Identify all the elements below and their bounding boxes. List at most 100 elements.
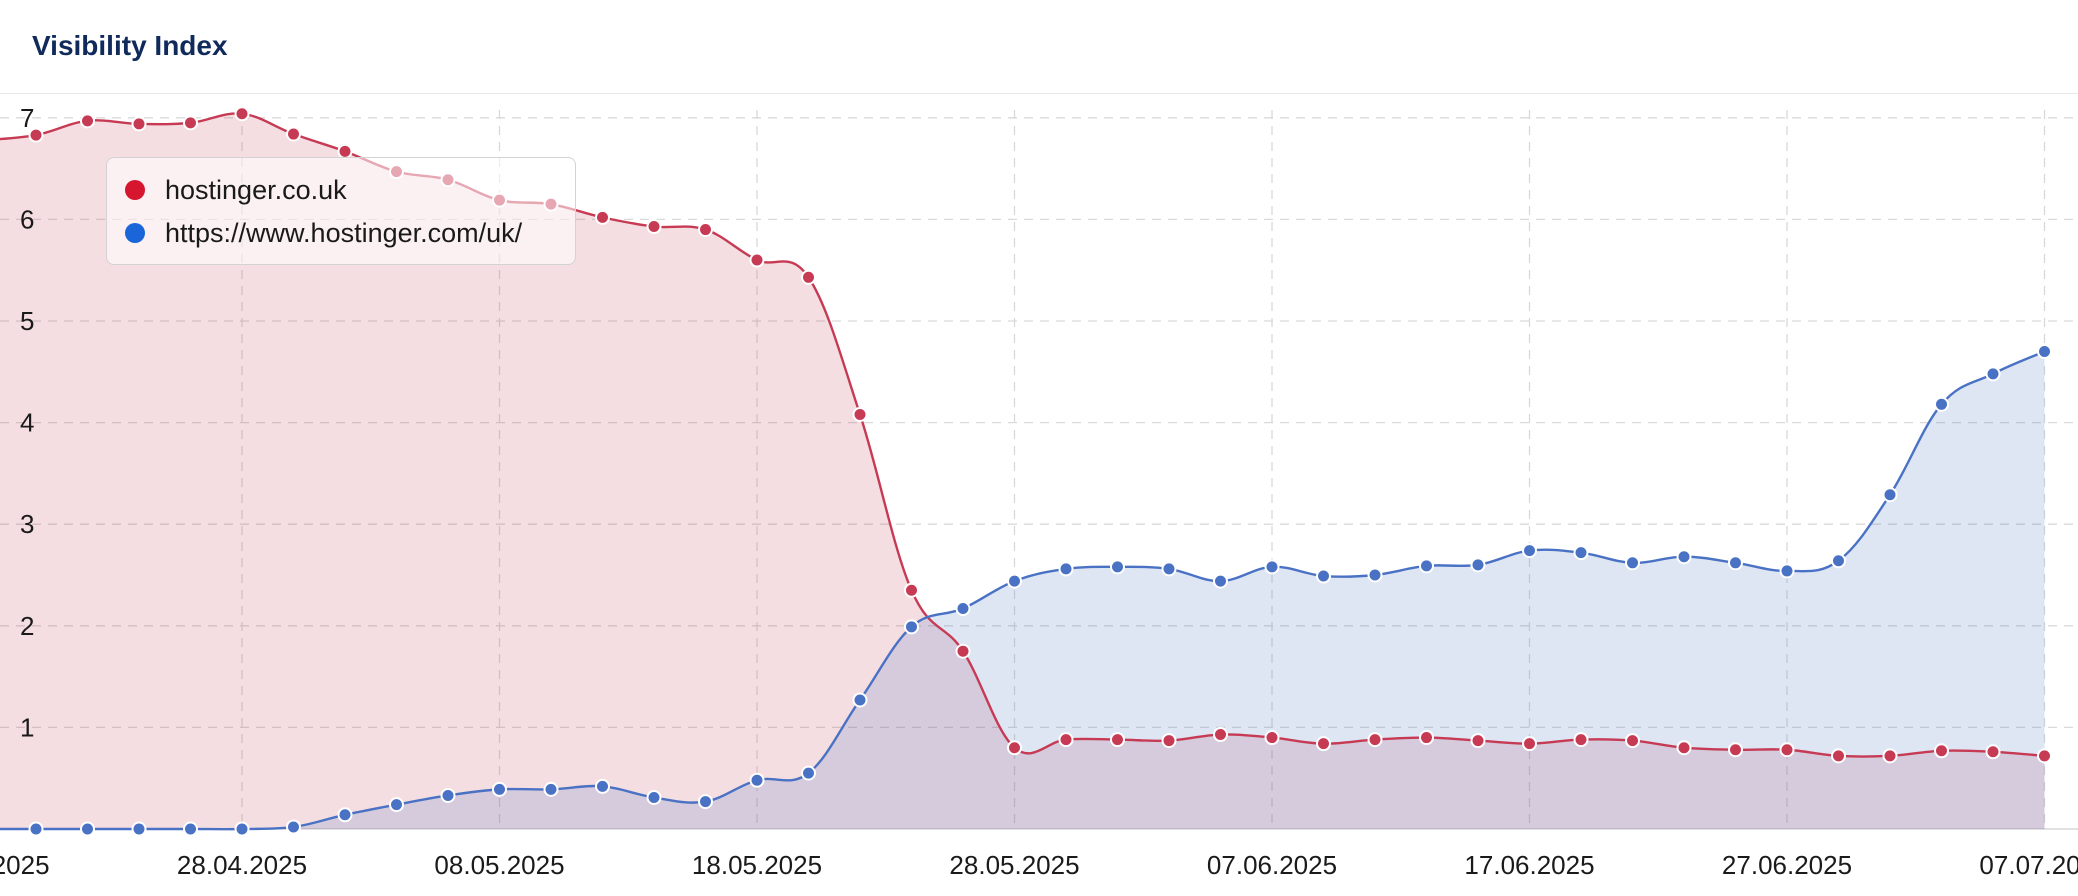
data-point-hostinger-co-uk[interactable]	[1161, 733, 1177, 749]
data-point-hostinger-com-uk[interactable]	[1934, 396, 1949, 412]
series-area-hostinger-com-uk	[0, 351, 2045, 830]
data-point-hostinger-com-uk[interactable]	[389, 797, 404, 813]
data-point-hostinger-com-uk[interactable]	[749, 772, 765, 788]
chart-title: Visibility Index	[32, 30, 228, 61]
data-point-hostinger-co-uk[interactable]	[904, 582, 919, 598]
legend-item-series-2[interactable]: https://www.hostinger.com/uk/	[125, 216, 522, 250]
data-point-hostinger-com-uk[interactable]	[183, 821, 198, 837]
data-point-hostinger-com-uk[interactable]	[595, 778, 610, 794]
data-point-hostinger-co-uk[interactable]	[80, 113, 95, 129]
data-point-hostinger-co-uk[interactable]	[698, 222, 713, 238]
data-point-hostinger-com-uk[interactable]	[955, 601, 971, 617]
data-point-hostinger-com-uk[interactable]	[1367, 567, 1383, 583]
data-point-hostinger-com-uk[interactable]	[1419, 558, 1434, 574]
data-point-hostinger-com-uk[interactable]	[801, 765, 816, 781]
data-point-hostinger-com-uk[interactable]	[1882, 487, 1898, 503]
data-point-hostinger-com-uk[interactable]	[492, 781, 507, 797]
data-point-hostinger-co-uk[interactable]	[1058, 732, 1074, 748]
data-point-hostinger-co-uk[interactable]	[1110, 732, 1125, 748]
series-area-hostinger-co-uk	[0, 113, 2045, 829]
data-point-hostinger-com-uk[interactable]	[1625, 555, 1640, 571]
legend-label: https://www.hostinger.com/uk/	[165, 217, 523, 248]
x-tick-label: 28.05.2025	[949, 850, 1079, 880]
data-point-hostinger-co-uk[interactable]	[286, 126, 301, 142]
data-point-hostinger-co-uk[interactable]	[852, 406, 868, 422]
x-tick-label: 08.05.2025	[434, 850, 564, 880]
data-point-hostinger-co-uk[interactable]	[1625, 733, 1640, 749]
data-point-hostinger-co-uk[interactable]	[28, 127, 44, 143]
data-point-hostinger-com-uk[interactable]	[1985, 366, 2001, 382]
data-point-hostinger-com-uk[interactable]	[1779, 563, 1795, 579]
data-point-hostinger-co-uk[interactable]	[1367, 732, 1383, 748]
data-point-hostinger-co-uk[interactable]	[1985, 744, 2001, 760]
data-point-hostinger-com-uk[interactable]	[234, 821, 250, 837]
data-point-hostinger-com-uk[interactable]	[1573, 545, 1589, 561]
data-points	[28, 106, 2052, 837]
data-point-hostinger-com-uk[interactable]	[1264, 559, 1280, 575]
data-point-hostinger-co-uk[interactable]	[337, 143, 353, 159]
data-point-hostinger-co-uk[interactable]	[1522, 736, 1537, 752]
data-point-hostinger-co-uk[interactable]	[1470, 733, 1486, 749]
data-point-hostinger-com-uk[interactable]	[1522, 543, 1537, 559]
data-point-hostinger-co-uk[interactable]	[131, 116, 147, 132]
data-point-hostinger-com-uk[interactable]	[28, 821, 44, 837]
data-point-hostinger-com-uk[interactable]	[852, 692, 868, 708]
chart-legend: hostinger.co.uk https://www.hostinger.co…	[106, 157, 576, 265]
data-point-hostinger-com-uk[interactable]	[131, 821, 147, 837]
x-tick-label: 18.05.2025	[692, 850, 822, 880]
x-tick-label: 28.04.2025	[177, 850, 307, 880]
y-tick-label: 7	[20, 103, 34, 133]
data-point-hostinger-co-uk[interactable]	[183, 115, 198, 131]
data-point-hostinger-co-uk[interactable]	[749, 252, 765, 268]
data-point-hostinger-com-uk[interactable]	[1110, 559, 1125, 575]
y-tick-label: 5	[20, 306, 34, 336]
data-point-hostinger-co-uk[interactable]	[1007, 740, 1022, 756]
data-point-hostinger-co-uk[interactable]	[1831, 748, 1846, 764]
data-point-hostinger-com-uk[interactable]	[904, 619, 919, 635]
data-point-hostinger-co-uk[interactable]	[595, 209, 610, 225]
data-point-hostinger-co-uk[interactable]	[801, 269, 816, 285]
data-point-hostinger-com-uk[interactable]	[286, 819, 301, 835]
x-tick-label: 17.06.2025	[1464, 850, 1594, 880]
legend-label: hostinger.co.uk	[165, 174, 347, 205]
data-point-hostinger-co-uk[interactable]	[1213, 727, 1228, 743]
legend-marker-dot-icon	[125, 223, 145, 243]
y-tick-label: 6	[20, 204, 34, 234]
y-tick-label: 4	[20, 408, 34, 438]
data-point-hostinger-com-uk[interactable]	[1213, 573, 1228, 589]
data-point-hostinger-co-uk[interactable]	[1779, 742, 1795, 758]
data-point-hostinger-com-uk[interactable]	[1470, 557, 1486, 573]
data-point-hostinger-com-uk[interactable]	[2037, 343, 2052, 359]
data-point-hostinger-com-uk[interactable]	[440, 787, 456, 803]
data-point-hostinger-co-uk[interactable]	[1728, 742, 1743, 758]
data-point-hostinger-com-uk[interactable]	[1058, 561, 1074, 577]
y-axis: 1 2 3 4 5 6 7	[20, 103, 34, 743]
data-point-hostinger-co-uk[interactable]	[646, 219, 662, 235]
data-point-hostinger-co-uk[interactable]	[1316, 736, 1331, 752]
data-point-hostinger-com-uk[interactable]	[1007, 573, 1022, 589]
data-point-hostinger-com-uk[interactable]	[646, 790, 662, 806]
data-point-hostinger-co-uk[interactable]	[234, 106, 250, 122]
legend-item-series-1[interactable]: hostinger.co.uk	[125, 173, 347, 207]
data-point-hostinger-co-uk[interactable]	[955, 643, 971, 659]
data-point-hostinger-co-uk[interactable]	[1573, 732, 1589, 748]
data-point-hostinger-com-uk[interactable]	[1676, 549, 1692, 565]
data-point-hostinger-com-uk[interactable]	[1316, 568, 1331, 584]
data-point-hostinger-com-uk[interactable]	[543, 781, 559, 797]
series-areas	[0, 113, 2045, 830]
data-point-hostinger-co-uk[interactable]	[1882, 748, 1898, 764]
data-point-hostinger-com-uk[interactable]	[1161, 561, 1177, 577]
data-point-hostinger-co-uk[interactable]	[2037, 748, 2052, 764]
data-point-hostinger-co-uk[interactable]	[1676, 740, 1692, 756]
data-point-hostinger-com-uk[interactable]	[1831, 553, 1846, 569]
data-point-hostinger-com-uk[interactable]	[337, 807, 353, 823]
y-tick-label: 2	[20, 611, 34, 641]
data-point-hostinger-com-uk[interactable]	[698, 794, 713, 810]
data-point-hostinger-com-uk[interactable]	[1728, 555, 1743, 571]
data-point-hostinger-co-uk[interactable]	[1934, 743, 1949, 759]
chart-header: Visibility Index	[0, 0, 2078, 94]
data-point-hostinger-co-uk[interactable]	[1419, 730, 1434, 746]
data-point-hostinger-com-uk[interactable]	[80, 821, 95, 837]
x-tick-label: 27.06.2025	[1722, 850, 1852, 880]
data-point-hostinger-co-uk[interactable]	[1264, 730, 1280, 746]
